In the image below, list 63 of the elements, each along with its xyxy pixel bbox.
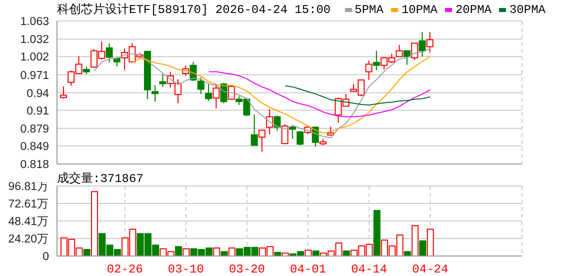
candlestick — [228, 84, 235, 100]
candlestick — [212, 84, 220, 110]
x-tick-label: 04-14 — [351, 262, 388, 276]
x-tick-label: 03-10 — [168, 262, 204, 276]
bar — [182, 248, 190, 256]
candlestick — [403, 50, 410, 66]
x-tick-label: 03-20 — [228, 262, 266, 276]
candlestick — [159, 74, 166, 88]
bar — [342, 250, 350, 256]
bar — [304, 250, 312, 256]
line-series — [208, 71, 431, 118]
y-tick-label: 24.20万 — [8, 232, 49, 246]
bar — [220, 251, 228, 256]
legend-label: 10PMA — [401, 2, 438, 16]
y-tick-label: 72.61万 — [8, 198, 49, 211]
y-tick-label: 0.91 — [26, 105, 49, 118]
candlestick — [274, 115, 281, 132]
candlestick — [411, 42, 418, 61]
x-tick-label: 02-26 — [106, 262, 143, 276]
y-tick-label: 1.063 — [20, 16, 49, 28]
bar — [174, 246, 182, 256]
candlestick — [60, 86, 67, 100]
y-tick-label: 0.971 — [20, 70, 49, 82]
candlestick — [296, 130, 304, 146]
bar — [373, 210, 380, 256]
y-tick-label: 0.879 — [20, 123, 49, 136]
candlestick — [197, 77, 204, 94]
y-tick-label: 48.41万 — [8, 215, 49, 228]
candlestick — [152, 84, 159, 102]
x-tick-label: 04-24 — [412, 262, 448, 276]
candlestick — [396, 44, 403, 58]
candlestick — [365, 60, 372, 80]
bar — [412, 225, 419, 256]
bar — [312, 250, 320, 256]
bar — [419, 240, 426, 256]
chart-title: 科创芯片设计ETF[589170] 2026-04-24 15:00 — [57, 2, 331, 18]
legend-label: 20PMA — [455, 2, 492, 16]
x-tick-label: 04-01 — [290, 262, 326, 276]
bar — [213, 248, 220, 256]
chart-title: 成交量:371867 — [57, 171, 144, 187]
legend-label: 30PMA — [509, 2, 546, 16]
bar — [404, 251, 411, 256]
bar — [228, 248, 236, 256]
y-tick-label: 1.002 — [20, 52, 49, 64]
candlestick — [288, 126, 296, 140]
y-tick-label: 0 — [42, 251, 49, 264]
candlestick — [106, 42, 113, 63]
y-tick-label: 0.94 — [26, 88, 50, 100]
legend-label: 5PMA — [354, 2, 384, 16]
y-tick-label: 0.849 — [20, 140, 49, 153]
candlestick — [372, 50, 380, 71]
bar — [91, 191, 98, 256]
y-tick-label: 0.818 — [20, 159, 49, 172]
bar — [426, 228, 434, 256]
candlestick — [258, 130, 266, 152]
bar — [83, 248, 90, 256]
candlestick — [266, 108, 274, 135]
candlestick — [205, 84, 212, 102]
y-tick-label: 1.032 — [20, 34, 49, 46]
candlestick — [250, 114, 258, 146]
bar — [282, 252, 289, 256]
candlestick — [426, 32, 434, 54]
candlestick — [418, 32, 426, 58]
